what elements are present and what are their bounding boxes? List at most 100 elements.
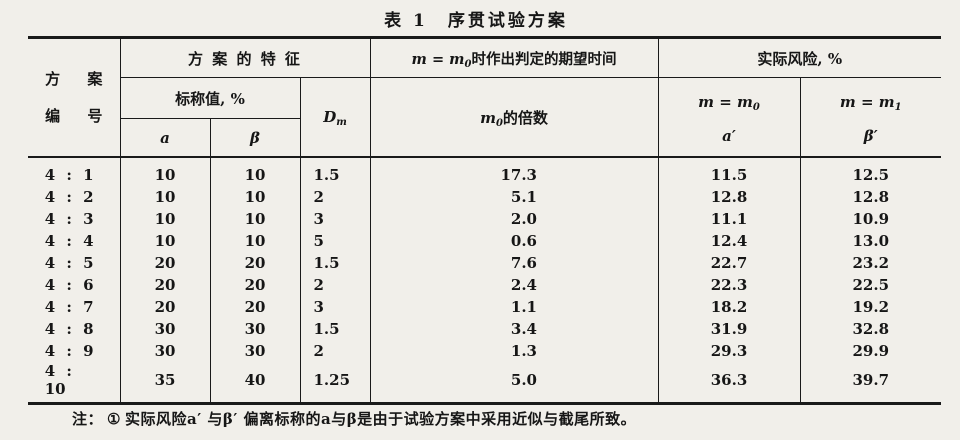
cell-m0-multiple: 2.0 — [369, 208, 658, 230]
header-plan-number: 方 案 编 号 — [28, 37, 120, 158]
header-m0-multiple: m0的倍数 — [369, 77, 658, 158]
cell-dm: 2 — [299, 186, 370, 208]
footnote-text: 实际风险a′ 与β′ 偏离标称的a与β是由于试验方案中采用近似与截尾所致。 — [124, 410, 637, 428]
cell-plan-id: 4 : 9 — [44, 342, 94, 360]
cell-beta-risk: 19.2 — [799, 296, 942, 318]
risk-m1-symbol: β′ — [863, 127, 878, 145]
header-expected-decision-time: m = m0时作出判定的期望时间 — [369, 37, 658, 78]
header-plan-characteristics: 方 案 的 特 征 — [119, 37, 370, 78]
header-nominal-value: 标称值, % — [119, 77, 300, 119]
risk-m0-condition: m = m0 — [698, 93, 760, 113]
cell-plan-id: 4 : 10 — [44, 362, 72, 398]
dm-symbol: Dm — [323, 108, 347, 128]
header-actual-risk: 实际风险, % — [657, 37, 942, 78]
cell-beta: 10 — [209, 230, 300, 252]
table-row: 4 : 8 30 30 1.5 3.4 31.9 32.8 — [28, 318, 942, 340]
cell-alpha-risk: 11.1 — [657, 208, 800, 230]
cell-plan-id: 4 : 7 — [44, 298, 94, 316]
cell-plan-id: 4 : 3 — [44, 210, 94, 228]
cell-alpha-risk: 18.2 — [657, 296, 800, 318]
cell-beta-risk: 29.9 — [799, 340, 942, 362]
cell-m0-multiple: 2.4 — [369, 274, 658, 296]
cell-alpha-risk: 11.5 — [657, 157, 800, 186]
cell-plan-id: 4 : 8 — [44, 320, 94, 338]
expected-time-math: m = m0 — [411, 50, 472, 70]
cell-alpha-risk: 22.3 — [657, 274, 800, 296]
cell-m0-multiple: 1.1 — [369, 296, 658, 318]
cell-alpha-risk: 29.3 — [657, 340, 800, 362]
expected-time-text: 时作出判定的期望时间 — [471, 50, 617, 68]
header-alpha: a — [119, 118, 210, 158]
cell-alpha-risk: 12.8 — [657, 186, 800, 208]
cell-m0-multiple: 7.6 — [369, 252, 658, 274]
table-title: 表 1 序贯试验方案 — [384, 11, 568, 31]
cell-plan-id: 4 : 4 — [44, 232, 94, 250]
footnote-label: 注： — [72, 410, 104, 428]
cell-dm: 1.5 — [299, 252, 370, 274]
cell-m0-multiple: 1.3 — [369, 340, 658, 362]
cell-beta-risk: 22.5 — [799, 274, 942, 296]
cell-dm: 1.5 — [299, 157, 370, 186]
cell-alpha: 20 — [119, 252, 210, 274]
cell-beta: 30 — [209, 340, 300, 362]
cell-dm: 1.5 — [299, 318, 370, 340]
sequential-test-plan-table: 方 案 编 号 方 案 的 特 征 m = m0时作出判定的期望时间 实际风险,… — [28, 36, 942, 405]
table-row: 4 : 9 30 30 2 1.3 29.3 29.9 — [28, 340, 942, 362]
table-row: 4 : 7 20 20 3 1.1 18.2 19.2 — [28, 296, 942, 318]
cell-alpha: 35 — [119, 362, 210, 404]
cell-m0-multiple: 0.6 — [369, 230, 658, 252]
footnote: 注： ① 实际风险a′ 与β′ 偏离标称的a与β是由于试验方案中采用近似与截尾所致。 — [72, 408, 640, 429]
cell-alpha: 10 — [119, 186, 210, 208]
cell-alpha: 30 — [119, 318, 210, 340]
cell-dm: 3 — [299, 208, 370, 230]
cell-alpha: 10 — [119, 230, 210, 252]
cell-alpha: 30 — [119, 340, 210, 362]
cell-beta: 10 — [209, 208, 300, 230]
cell-beta-risk: 23.2 — [799, 252, 942, 274]
cell-beta: 20 — [209, 296, 300, 318]
cell-m0-multiple: 3.4 — [369, 318, 658, 340]
cell-dm: 2 — [299, 340, 370, 362]
m0-multiple-text: 的倍数 — [502, 108, 548, 127]
risk-m0-symbol: a′ — [722, 127, 736, 145]
cell-beta: 40 — [209, 362, 300, 404]
cell-beta: 20 — [209, 252, 300, 274]
table-row: 4 : 1 10 10 1.5 17.3 11.5 12.5 — [28, 157, 942, 186]
table-row: 4 : 3 10 10 3 2.0 11.1 10.9 — [28, 208, 942, 230]
cell-beta-risk: 12.5 — [799, 157, 942, 186]
cell-plan-id: 4 : 5 — [44, 254, 94, 272]
table-row: 4 : 4 10 10 5 0.6 12.4 13.0 — [28, 230, 942, 252]
cell-beta: 10 — [209, 157, 300, 186]
cell-beta-risk: 10.9 — [799, 208, 942, 230]
table-row: 4 : 5 20 20 1.5 7.6 22.7 23.2 — [28, 252, 942, 274]
header-plan-number-line1: 方 案 — [45, 69, 114, 88]
cell-dm: 1.25 — [299, 362, 370, 404]
table-row: 4 : 2 10 10 2 5.1 12.8 12.8 — [28, 186, 942, 208]
cell-beta-risk: 12.8 — [799, 186, 942, 208]
cell-beta-risk: 13.0 — [799, 230, 942, 252]
cell-alpha-risk: 36.3 — [657, 362, 800, 404]
cell-m0-multiple: 5.1 — [369, 186, 658, 208]
risk-m1-condition: m = m1 — [839, 93, 902, 113]
cell-m0-multiple: 5.0 — [369, 362, 658, 404]
cell-beta: 30 — [209, 318, 300, 340]
cell-alpha: 10 — [119, 208, 210, 230]
cell-alpha-risk: 31.9 — [657, 318, 800, 340]
header-plan-number-line2: 编 号 — [45, 106, 114, 125]
cell-alpha-risk: 12.4 — [657, 230, 800, 252]
cell-dm: 3 — [299, 296, 370, 318]
cell-dm: 2 — [299, 274, 370, 296]
cell-beta: 10 — [209, 186, 300, 208]
cell-plan-id: 4 : 2 — [44, 188, 94, 206]
cell-beta-risk: 32.8 — [799, 318, 942, 340]
header-risk-m0: m = m0 a′ — [657, 77, 800, 158]
m0-multiple-math: m0 — [480, 108, 503, 129]
cell-alpha: 20 — [119, 296, 210, 318]
cell-beta: 20 — [209, 274, 300, 296]
cell-m0-multiple: 17.3 — [369, 157, 658, 186]
cell-plan-id: 4 : 6 — [44, 276, 94, 294]
footnote-marker: ① — [107, 410, 121, 428]
table-row: 4 : 10 35 40 1.25 5.0 36.3 39.7 — [28, 362, 942, 404]
header-risk-m1: m = m1 β′ — [799, 77, 942, 158]
